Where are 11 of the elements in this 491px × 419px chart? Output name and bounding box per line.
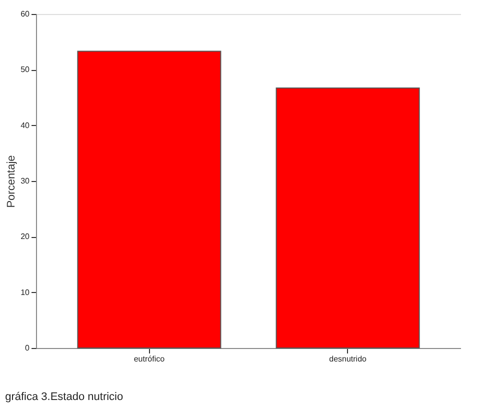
y-axis-title: Porcentaje	[6, 155, 18, 208]
y-tick-label: 30	[20, 176, 30, 186]
x-tick-label: eutrófico	[134, 354, 166, 364]
y-tick-label: 50	[20, 65, 30, 74]
y-tick-label: 10	[20, 288, 30, 297]
y-tick-label: 40	[20, 120, 30, 130]
y-tick-label: 60	[20, 10, 30, 18]
y-tick-label: 20	[20, 232, 30, 242]
text: gráfica 3.Estado nutricio	[5, 391, 124, 403]
y-tick-label: 0	[25, 344, 30, 352]
x-tick-label: desnutrido	[329, 354, 368, 364]
